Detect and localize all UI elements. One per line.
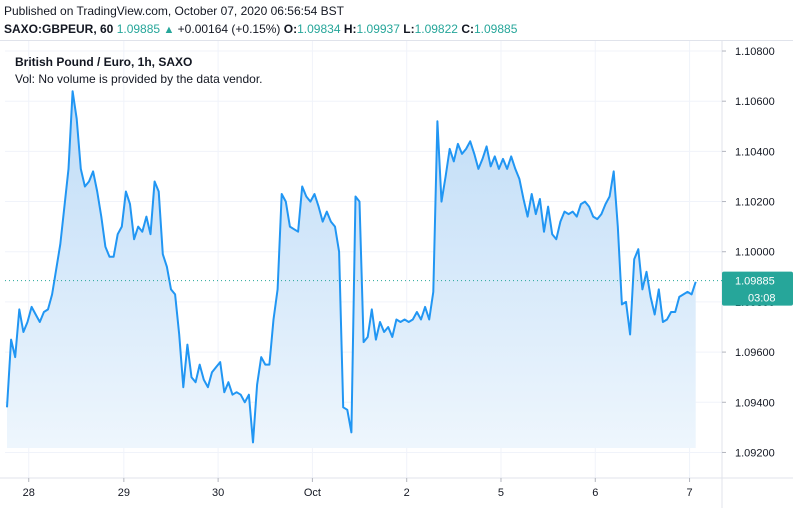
y-tick-label-7: 1.09400	[735, 397, 775, 409]
x-tick-label-2: 30	[212, 487, 224, 499]
y-tick-label-4: 1.10000	[735, 247, 775, 259]
last-price-badge-bg	[722, 271, 793, 306]
price-line	[6, 90, 697, 444]
price-change: +0.00164 (+0.15%)	[177, 22, 281, 36]
last-price-badge-value: 1.09885	[735, 276, 775, 288]
close-label: C:	[461, 22, 474, 36]
chart-legend: British Pound / Euro, 1h, SAXO Vol: No v…	[15, 54, 262, 88]
low-label: L:	[403, 22, 415, 36]
y-tick-label-6: 1.09600	[735, 347, 775, 359]
y-tick-label-1: 1.10600	[735, 96, 775, 108]
last-price-badge: 1.09885 03:08	[722, 271, 793, 306]
y-tick-label-3: 1.10200	[735, 197, 775, 209]
y-tick-label-8: 1.09200	[735, 447, 775, 459]
published-caption: Published on TradingView.com, October 07…	[4, 4, 344, 18]
x-tick-label-5: 5	[498, 487, 504, 499]
x-tick-label-3: Oct	[304, 487, 321, 499]
high-value: 1.09937	[356, 22, 400, 36]
open-label: O:	[283, 22, 298, 36]
price-area	[7, 91, 696, 448]
low-value: 1.09822	[414, 22, 458, 36]
last-price-countdown: 03:08	[748, 293, 776, 305]
last-price: 1.09885	[116, 22, 161, 36]
time-axis: 28 29 30 Oct 2 5 6 7	[23, 478, 693, 499]
quote-bar: SAXO:GBPEUR, 60 1.09885 ▲ +0.00164 (+0.1…	[4, 22, 517, 36]
y-tick-label-0: 1.10800	[735, 46, 775, 58]
close-value: 1.09885	[473, 22, 518, 36]
chart-title: British Pound / Euro, 1h, SAXO	[15, 55, 193, 69]
open-value: 1.09834	[297, 22, 341, 36]
high-label: H:	[343, 22, 357, 36]
symbol-label: SAXO:GBPEUR, 60	[4, 22, 114, 36]
up-arrow-icon: ▲	[163, 24, 175, 36]
x-tick-label-6: 6	[592, 487, 598, 499]
volume-note: Vol: No volume is provided by the data v…	[15, 72, 263, 86]
x-tick-label-1: 29	[118, 487, 130, 499]
header-divider	[0, 40, 793, 41]
x-tick-label-4: 2	[404, 487, 410, 499]
x-tick-label-7: 7	[686, 487, 692, 499]
y-tick-label-2: 1.10400	[735, 146, 775, 158]
x-tick-label-0: 28	[23, 487, 35, 499]
price-axis: 1.10800 1.10600 1.10400 1.10200 1.10000 1.098…	[722, 46, 775, 459]
